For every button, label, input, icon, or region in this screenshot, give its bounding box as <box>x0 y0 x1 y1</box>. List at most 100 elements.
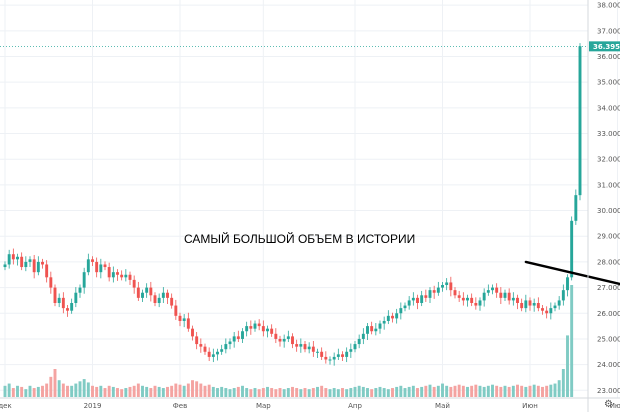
volume-bar <box>336 389 340 397</box>
candle-body <box>561 290 565 301</box>
volume-bar <box>503 385 507 397</box>
volume-bar <box>99 385 103 397</box>
candle-body <box>495 287 499 293</box>
candle-body <box>578 46 582 196</box>
y-tick-label: 34.000 <box>597 104 620 112</box>
candle-body <box>466 297 469 301</box>
candle-body <box>86 259 90 273</box>
volume-bar <box>245 388 249 397</box>
candle-body <box>416 297 419 303</box>
volume-bar <box>470 385 474 397</box>
candle-body <box>128 274 132 280</box>
candle-body <box>116 272 119 275</box>
volume-bar <box>141 385 144 397</box>
candle-body <box>474 302 478 306</box>
candle-body <box>207 351 211 357</box>
volume-bar <box>545 385 549 397</box>
candle-body <box>291 336 294 345</box>
y-axis[interactable]: 23.000 24.000 25.000 26.000 27.000 28.000 29.0… <box>587 0 620 412</box>
volume-bar <box>566 335 569 397</box>
chart-annotation: САМЫЙ БОЛЬШОЙ ОБЪЕМ В ИСТОРИИ <box>184 231 415 246</box>
volume-bar <box>86 382 90 397</box>
volume-bar <box>3 385 7 397</box>
candle-body <box>32 259 36 273</box>
volume-bar <box>95 386 99 397</box>
volume-bar <box>420 386 424 397</box>
candle-body <box>261 326 265 332</box>
volume-bar <box>61 383 65 397</box>
volume-bar <box>203 385 207 397</box>
volume-bar <box>295 388 299 397</box>
volume-bar <box>70 385 74 397</box>
candle-body <box>453 290 457 296</box>
candle-body <box>216 351 219 355</box>
volume-bar <box>511 385 515 397</box>
candle-body <box>491 287 494 291</box>
candle-body <box>28 259 32 262</box>
volume-bar <box>441 383 444 397</box>
candle-body <box>324 356 328 360</box>
candle-body <box>528 300 532 306</box>
volume-bar <box>424 385 428 397</box>
volume-bar <box>116 388 119 397</box>
x-axis[interactable]: дек2019ФевМарАпрМайИюнИюлАвгСен <box>0 397 620 410</box>
volume-bar <box>516 384 519 397</box>
candle-body <box>132 279 136 288</box>
candle-body <box>157 297 161 303</box>
candle-body <box>482 292 486 301</box>
candle-body <box>316 351 319 353</box>
candle-body <box>211 354 215 357</box>
volume-bar <box>403 388 407 397</box>
volume-bar <box>549 384 553 397</box>
volume-bar <box>428 384 432 397</box>
candle-body <box>161 292 165 298</box>
volume-bar <box>178 384 182 397</box>
candle-body <box>45 264 49 278</box>
volume-bar <box>182 385 186 397</box>
candle-body <box>257 323 261 327</box>
candle-body <box>182 318 186 321</box>
candle-body <box>53 287 57 303</box>
volume-bar <box>78 381 82 397</box>
candle-body <box>395 313 399 319</box>
volume-bar <box>120 389 124 397</box>
candle-body <box>270 328 274 334</box>
candle-body <box>557 300 561 306</box>
volume-bar <box>91 385 94 397</box>
volume-bar <box>416 388 419 397</box>
volume-bar <box>307 389 311 397</box>
volume-bar <box>486 385 490 397</box>
volume-bar <box>186 383 190 397</box>
candle-body <box>95 261 99 273</box>
candle-body <box>336 354 340 357</box>
candle-body <box>228 341 232 345</box>
candle-body <box>311 346 315 352</box>
candle-body <box>245 326 249 332</box>
volume-bar <box>374 388 378 397</box>
candle-body <box>545 310 549 314</box>
candle-body <box>524 300 528 309</box>
volume-bar <box>378 386 382 397</box>
volume-bar <box>66 385 69 397</box>
x-tick-label: Апр <box>348 402 362 410</box>
volume-bar <box>191 380 194 397</box>
candle-body <box>57 297 61 303</box>
volume-bar <box>491 384 494 397</box>
candle-body <box>507 292 511 301</box>
candle-body <box>170 297 174 306</box>
x-tick-label: дек <box>0 402 12 410</box>
volume-bar <box>7 383 11 397</box>
volume-bar <box>436 385 440 397</box>
candle-body <box>282 338 286 342</box>
candle-body <box>295 344 299 347</box>
candle-body <box>503 292 507 298</box>
candle-body <box>449 282 453 291</box>
y-tick-label: 36.000 <box>597 53 620 61</box>
candle-body <box>241 331 244 339</box>
gear-icon[interactable]: ⚙ <box>604 399 613 410</box>
volume-bar <box>16 385 19 397</box>
y-tick-label: 35.000 <box>597 79 620 87</box>
candle-body <box>236 336 240 339</box>
volume-bar <box>270 388 274 397</box>
